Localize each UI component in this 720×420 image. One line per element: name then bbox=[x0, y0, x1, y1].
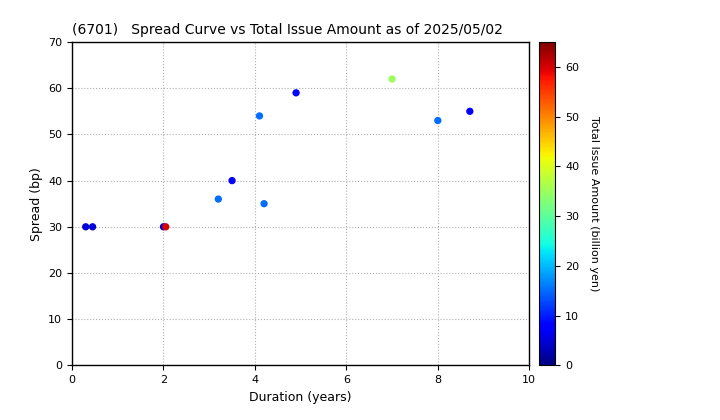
Point bbox=[258, 200, 270, 207]
Point bbox=[80, 223, 91, 230]
Point bbox=[212, 196, 224, 202]
Point bbox=[226, 177, 238, 184]
Point bbox=[158, 223, 169, 230]
Point bbox=[432, 117, 444, 124]
Point bbox=[464, 108, 476, 115]
Point bbox=[253, 113, 265, 119]
Y-axis label: Total Issue Amount (billion yen): Total Issue Amount (billion yen) bbox=[588, 116, 598, 291]
Point bbox=[87, 223, 99, 230]
Point bbox=[290, 89, 302, 96]
Point bbox=[160, 223, 171, 230]
Y-axis label: Spread (bp): Spread (bp) bbox=[30, 167, 42, 241]
Text: (6701)   Spread Curve vs Total Issue Amount as of 2025/05/02: (6701) Spread Curve vs Total Issue Amoun… bbox=[72, 23, 503, 37]
X-axis label: Duration (years): Duration (years) bbox=[249, 391, 352, 404]
Point bbox=[387, 76, 398, 82]
